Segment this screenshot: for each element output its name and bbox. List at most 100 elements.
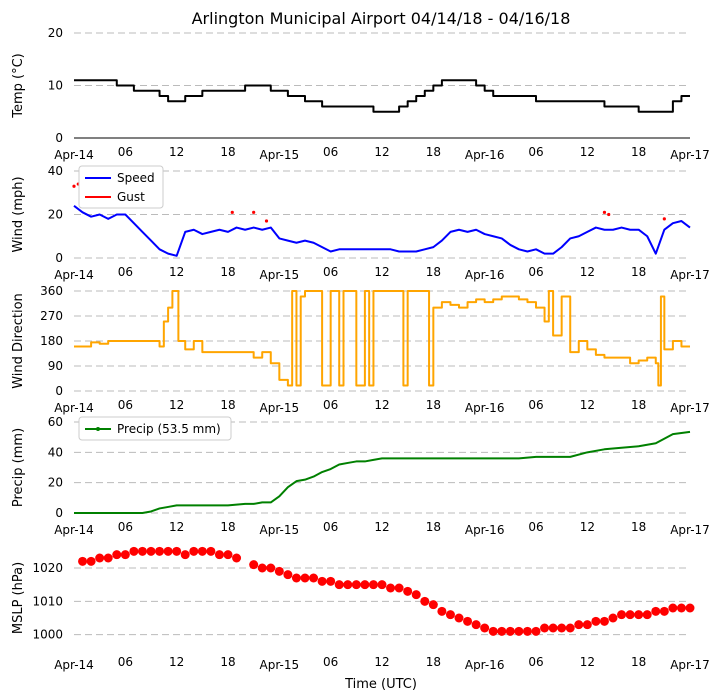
pressure-point (608, 613, 618, 623)
y-tick-label: 20 (48, 208, 63, 222)
y-tick-label: 0 (55, 384, 63, 398)
x-tick-label: Apr-14 (54, 658, 94, 672)
y-axis-label: Precip (mm) (11, 428, 26, 507)
pressure-point (599, 616, 609, 626)
pressure-point (78, 556, 88, 566)
y-axis-label: MSLP (hPa) (11, 562, 26, 634)
y-tick-label: 60 (48, 415, 63, 429)
x-tick-label: 12 (580, 520, 595, 534)
pressure-point (505, 626, 515, 636)
x-tick-label: Apr-14 (54, 268, 94, 282)
x-tick-label: 18 (220, 655, 235, 669)
y-tick-label: 20 (48, 26, 63, 40)
pressure-point (445, 610, 455, 620)
pressure-point (317, 576, 327, 586)
pressure-point (582, 620, 592, 630)
x-tick-label: 18 (426, 145, 441, 159)
x-tick-label: Apr-15 (260, 658, 300, 672)
x-tick-label: 18 (220, 520, 235, 534)
x-tick-label: 12 (580, 265, 595, 279)
pressure-point (86, 556, 96, 566)
pressure-point (197, 546, 207, 556)
y-tick-label: 10 (48, 79, 63, 93)
x-tick-label: 12 (169, 655, 184, 669)
pressure-point (257, 563, 267, 573)
x-tick-label: Apr-16 (465, 148, 505, 162)
x-tick-label: 06 (528, 145, 543, 159)
x-tick-label: 06 (323, 655, 338, 669)
x-tick-label: 06 (528, 398, 543, 412)
pressure-point (642, 610, 652, 620)
x-tick-label: Apr-16 (465, 401, 505, 415)
pressure-point (120, 550, 130, 560)
gust-point (252, 210, 256, 214)
pressure-point (274, 566, 284, 576)
x-tick-label: Apr-15 (260, 523, 300, 537)
x-tick-label: 12 (169, 145, 184, 159)
x-tick-label: 06 (323, 520, 338, 534)
pressure-point (368, 580, 378, 590)
pressure-point (557, 623, 567, 633)
x-tick-label: 12 (580, 655, 595, 669)
x-tick-label: Apr-16 (465, 658, 505, 672)
legend-box (78, 416, 232, 441)
legend-precip: Precip (53.5 mm) (78, 416, 232, 441)
pressure-point (574, 620, 584, 630)
pressure-point (300, 573, 310, 583)
pressure-point (565, 623, 575, 633)
x-tick-label: Apr-15 (260, 268, 300, 282)
x-tick-label: 18 (631, 655, 646, 669)
pressure-point (386, 583, 396, 593)
y-tick-label: 0 (55, 506, 63, 520)
x-tick-label: 12 (169, 398, 184, 412)
series-wind-speed (73, 205, 691, 257)
legend-label: Precip (53.5 mm) (117, 422, 221, 436)
y-tick-label: 1010 (32, 594, 63, 608)
pressure-point (437, 606, 447, 616)
x-tick-label: 18 (426, 398, 441, 412)
x-tick-label: 12 (580, 398, 595, 412)
x-tick-label: 06 (118, 655, 133, 669)
x-tick-label: 18 (631, 265, 646, 279)
pressure-point (309, 573, 319, 583)
y-tick-label: 20 (48, 476, 63, 490)
pressure-point (180, 550, 190, 560)
x-tick-label: Apr-14 (54, 523, 94, 537)
pressure-point (146, 546, 156, 556)
pressure-point (95, 553, 105, 563)
legend-wind: Speed Gust (78, 165, 164, 209)
pressure-point (223, 550, 233, 560)
x-tick-label: 12 (374, 398, 389, 412)
y-tick-label: 40 (48, 445, 63, 459)
y-tick-label: 360 (40, 284, 63, 298)
x-tick-label: 12 (374, 265, 389, 279)
pressure-point (488, 626, 498, 636)
x-tick-label: 18 (426, 655, 441, 669)
gust-point (230, 210, 234, 214)
y-tick-label: 180 (40, 334, 63, 348)
pressure-point (411, 590, 421, 600)
y-axis-label: Wind Direction (11, 293, 26, 389)
pressure-point (232, 553, 242, 563)
x-tick-label: 06 (323, 398, 338, 412)
pressure-point (206, 546, 216, 556)
pressure-point (103, 553, 113, 563)
y-axis-label: Temp (°C) (11, 53, 26, 119)
x-axis-label: Time (UTC) (344, 677, 417, 692)
pressure-point (531, 626, 541, 636)
x-tick-label: 06 (118, 520, 133, 534)
pressure-point (454, 613, 464, 623)
pressure-point (377, 580, 387, 590)
x-tick-label: 18 (426, 520, 441, 534)
x-tick-label: 06 (528, 520, 543, 534)
pressure-point (540, 623, 550, 633)
x-tick-label: 06 (118, 265, 133, 279)
legend-label: Speed (117, 171, 155, 185)
series-precip-precip (74, 430, 691, 514)
pressure-point (155, 546, 165, 556)
x-tick-label: 18 (631, 398, 646, 412)
x-tick-label: 12 (374, 520, 389, 534)
x-tick-label: 18 (631, 145, 646, 159)
x-tick-label: Apr-17 (670, 658, 710, 672)
pressure-point (403, 586, 413, 596)
